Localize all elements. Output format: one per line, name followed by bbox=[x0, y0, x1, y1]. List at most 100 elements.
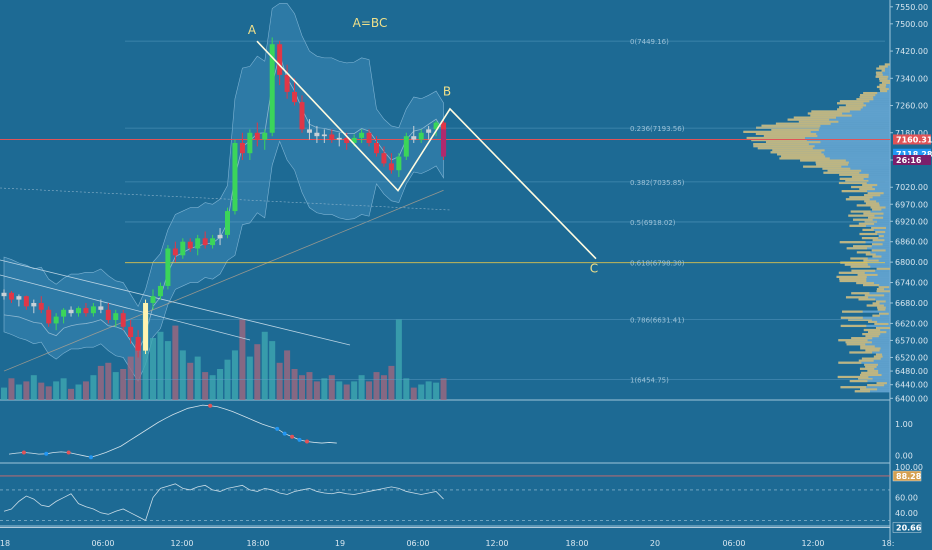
volume-profile-bar bbox=[876, 73, 890, 76]
volume-profile-bar bbox=[755, 132, 890, 136]
volume-profile-bar-accent bbox=[864, 200, 877, 203]
volume-profile-bar-accent bbox=[878, 234, 884, 238]
volume-profile-bar-accent bbox=[857, 273, 878, 276]
volume-profile-bar bbox=[875, 353, 890, 356]
fib-level-label: 0.786(6631.41) bbox=[630, 317, 685, 325]
candle-body bbox=[53, 316, 59, 324]
volume-profile-bar bbox=[846, 247, 890, 250]
price-tick-label: 6480.00 bbox=[895, 367, 928, 376]
volume-profile-bar-accent bbox=[856, 281, 874, 285]
volume-profile-bar bbox=[753, 143, 890, 146]
volume-profile-bar-accent bbox=[861, 236, 879, 240]
volume-bar bbox=[299, 375, 305, 400]
time-tick-label: 18:00 bbox=[246, 539, 269, 548]
oscillator-panel-1: 1.00 0.00 bbox=[8, 403, 913, 461]
volume-profile-bar-accent bbox=[876, 67, 885, 70]
volume-profile-bar-accent bbox=[867, 369, 879, 372]
volume-profile-bar-accent bbox=[875, 71, 883, 74]
price-tick-label: 7420.00 bbox=[895, 47, 928, 56]
volume-profile-bar bbox=[781, 155, 890, 158]
volume-bar bbox=[112, 372, 119, 400]
volume-profile-bar-accent bbox=[787, 118, 830, 121]
volume-profile-bar-accent bbox=[879, 83, 887, 87]
time-axis[interactable]: 18 06:00 12:00 18:00 19 06:00 12:00 18:00 20 06:0… bbox=[0, 539, 894, 548]
volume-profile-bar bbox=[771, 128, 890, 131]
volume-profile-bar-accent bbox=[846, 247, 868, 250]
volume-profile-bar bbox=[775, 122, 890, 125]
volume-bar bbox=[164, 341, 171, 400]
volume-profile-bar-accent bbox=[837, 108, 861, 111]
volume-profile-bar-accent bbox=[879, 312, 889, 315]
volume-profile-bar-accent bbox=[875, 75, 889, 78]
volume-bar bbox=[425, 381, 432, 400]
volume-profile-bar-accent bbox=[851, 337, 873, 340]
volume-bar bbox=[336, 381, 343, 400]
volume-profile-bar-accent bbox=[861, 357, 881, 360]
volume-profile-bar bbox=[854, 390, 890, 393]
time-tick-label: 18:00 bbox=[565, 539, 588, 548]
volume-profile-bar bbox=[772, 149, 890, 152]
candle-body bbox=[277, 44, 283, 75]
volume-profile-bar bbox=[779, 157, 890, 160]
volume-profile-bar bbox=[770, 151, 890, 154]
volume-profile-bar-accent bbox=[879, 79, 890, 82]
candle-body bbox=[210, 238, 216, 246]
volume-profile-bar-accent bbox=[853, 245, 872, 248]
volume-profile-bar-accent bbox=[751, 138, 807, 142]
volume-bar bbox=[373, 372, 380, 400]
volume-profile-bar-accent bbox=[839, 106, 863, 109]
volume-bar bbox=[97, 365, 104, 400]
candle-body bbox=[232, 142, 238, 212]
volume-profile-bar-accent bbox=[763, 134, 818, 138]
volume-profile-bar bbox=[868, 320, 890, 323]
volume-bar bbox=[388, 365, 395, 400]
volume-profile-bar-accent bbox=[865, 202, 880, 205]
volume-profile-bar-accent bbox=[868, 320, 878, 323]
volume-profile-bar-accent bbox=[840, 324, 867, 328]
volume-profile-bar-accent bbox=[842, 310, 863, 313]
volume-profile-bar-accent bbox=[876, 300, 886, 303]
price-tick-label: 6920.00 bbox=[895, 217, 928, 226]
candle-body bbox=[239, 142, 245, 154]
volume-profile-bar bbox=[875, 71, 890, 74]
volume-profile-bar-accent bbox=[867, 384, 885, 387]
volume-profile-bar-accent bbox=[840, 386, 867, 389]
volume-profile-bar-accent bbox=[852, 218, 873, 221]
volume-profile-bar-accent bbox=[873, 355, 883, 358]
volume-bar bbox=[231, 350, 238, 400]
volume-bar bbox=[90, 375, 97, 400]
candle-body bbox=[426, 129, 432, 133]
volume-profile-bar-accent bbox=[779, 157, 830, 160]
volume-bar bbox=[105, 362, 112, 400]
price-axis[interactable]: 7550.00 7500.00 7420.00 7340.00 7260.00 7180.… bbox=[890, 3, 932, 403]
volume-profile-bar bbox=[849, 379, 890, 383]
volume-bar bbox=[15, 384, 22, 400]
volume-profile-bar-accent bbox=[879, 65, 888, 68]
volume-profile-bar-accent bbox=[822, 167, 851, 170]
volume-profile-bar-accent bbox=[862, 183, 878, 187]
volume-profile-bar-accent bbox=[860, 373, 882, 377]
fib-level-label: 0.236(7193.56) bbox=[630, 125, 685, 133]
volume-profile-bar bbox=[872, 314, 890, 317]
candle-body bbox=[150, 296, 156, 303]
volume-profile-bar bbox=[859, 96, 890, 99]
candle-body bbox=[262, 132, 268, 140]
volume-profile-bar-accent bbox=[874, 322, 889, 325]
volume-profile-bar bbox=[858, 377, 890, 381]
oscillator-2-badge bbox=[892, 522, 922, 533]
price-tick-label: 7550.00 bbox=[895, 3, 928, 12]
volume-profile-bar bbox=[803, 165, 890, 168]
time-tick-label: 18: bbox=[882, 539, 895, 548]
time-tick-label: 19 bbox=[335, 539, 345, 548]
fibonacci-retracement: 0(7449.16) 0.236(7193.56) 0.382(7035.85) 0.… bbox=[0, 38, 890, 385]
volume-profile-bar-accent bbox=[863, 283, 880, 287]
volume-profile-bar-accent bbox=[872, 302, 880, 305]
candle-body bbox=[269, 44, 275, 133]
volume-profile-bar-accent bbox=[865, 349, 880, 352]
volume-profile-bar bbox=[858, 359, 890, 362]
price-tick-label: 7260.00 bbox=[895, 102, 928, 111]
volume-profile-bar-accent bbox=[845, 179, 869, 183]
volume-bar bbox=[53, 381, 60, 400]
volume-profile-bar-accent bbox=[775, 122, 831, 125]
